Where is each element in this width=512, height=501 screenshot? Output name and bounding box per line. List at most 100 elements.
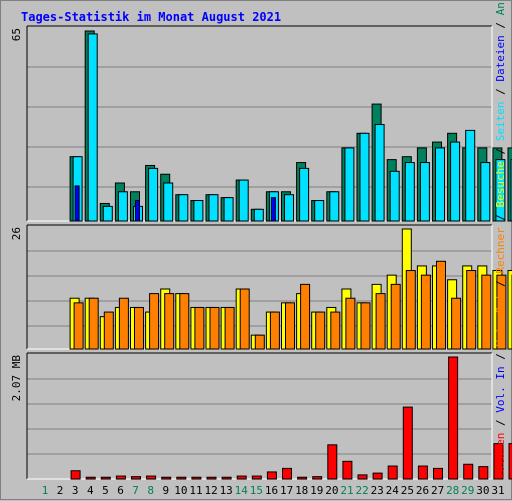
bar-rechner-5 bbox=[118, 297, 129, 350]
bar-seiten-16 bbox=[284, 194, 294, 222]
bar-seiten-10 bbox=[193, 200, 204, 222]
bar-rechner-28 bbox=[466, 270, 477, 350]
bar-seiten-9 bbox=[178, 194, 189, 222]
x-tick-label-15: 15 bbox=[250, 484, 263, 497]
x-tick-label-18: 18 bbox=[295, 484, 308, 497]
legend-separator: / bbox=[494, 347, 507, 367]
bar-rechner-12 bbox=[224, 306, 235, 350]
bar-seiten-18 bbox=[314, 200, 325, 222]
x-tick-label-25: 25 bbox=[401, 484, 414, 497]
bar-rechner-13 bbox=[239, 288, 250, 350]
bar-seiten-21 bbox=[359, 132, 370, 222]
bar-seiten-8 bbox=[163, 182, 174, 222]
bar-rechner-17 bbox=[300, 283, 311, 350]
bar-rechner-9 bbox=[179, 293, 190, 350]
x-tick-label-21: 21 bbox=[340, 484, 353, 497]
bar-volumen-27 bbox=[448, 356, 459, 480]
bar-anfragen-31 bbox=[507, 147, 512, 222]
bar-rechner-21 bbox=[360, 302, 371, 350]
legend-vol-in: Vol. In bbox=[494, 366, 507, 412]
bar-rechner-19 bbox=[330, 311, 341, 350]
bar-volumen-20 bbox=[342, 460, 353, 480]
y-max-label-hits: 65 bbox=[10, 28, 23, 41]
x-tick-label-31: 31 bbox=[491, 484, 504, 497]
legend-seiten: Seiten bbox=[494, 101, 507, 141]
bar-rechner-22 bbox=[375, 293, 386, 350]
bar-rechner-25 bbox=[420, 274, 431, 350]
bar-rechner-23 bbox=[390, 283, 401, 350]
bar-besuche-31 bbox=[507, 270, 512, 350]
bar-volumen-25 bbox=[417, 465, 428, 480]
bar-seiten-26 bbox=[435, 147, 445, 222]
x-tick-label-1: 1 bbox=[42, 484, 49, 497]
bar-seiten-25 bbox=[419, 162, 430, 222]
legend-volumen: Volumen bbox=[494, 433, 507, 479]
legend-rechner: Rechner bbox=[494, 227, 507, 274]
bar-rechner-4 bbox=[103, 311, 114, 350]
bar-volumen-14 bbox=[251, 475, 262, 480]
x-tick-label-30: 30 bbox=[476, 484, 489, 497]
bar-rechner-30 bbox=[496, 274, 507, 350]
bar-rechner-18 bbox=[315, 311, 326, 350]
bar-volumen-17 bbox=[297, 476, 308, 480]
bar-seiten-5 bbox=[117, 191, 128, 222]
x-tick-label-29: 29 bbox=[461, 484, 474, 497]
panel-bg-3 bbox=[27, 353, 492, 479]
x-tick-label-19: 19 bbox=[310, 484, 323, 497]
bar-volumen-21 bbox=[357, 474, 368, 480]
bar-volumen-28 bbox=[463, 463, 474, 480]
y-max-label-visits: 26 bbox=[10, 227, 23, 240]
bar-rechner-14 bbox=[254, 334, 265, 350]
bar-seiten-4 bbox=[102, 205, 113, 222]
legend-separator: / bbox=[494, 141, 507, 161]
x-tick-label-8: 8 bbox=[147, 484, 154, 497]
legend-dateien: Dateien bbox=[494, 35, 507, 81]
bar-rechner-2 bbox=[73, 302, 84, 350]
x-tick-label-16: 16 bbox=[265, 484, 278, 497]
bar-seiten-3 bbox=[87, 33, 98, 222]
bar-rechner-15 bbox=[269, 311, 280, 350]
bar-volumen-24 bbox=[402, 406, 413, 480]
bar-volumen-19 bbox=[327, 444, 338, 480]
x-tick-label-20: 20 bbox=[325, 484, 338, 497]
bar-volumen-4 bbox=[100, 476, 111, 480]
bar-volumen-29 bbox=[478, 466, 489, 480]
bar-rechner-16 bbox=[285, 302, 295, 350]
x-tick-label-11: 11 bbox=[189, 484, 202, 497]
bar-rechner-29 bbox=[481, 274, 492, 350]
bar-volumen-12 bbox=[221, 476, 232, 480]
bar-volumen-9 bbox=[176, 476, 187, 480]
bar-rechner-27 bbox=[451, 297, 462, 350]
bar-seiten-19 bbox=[329, 191, 340, 222]
bar-volumen-11 bbox=[206, 476, 217, 480]
bar-seiten-17 bbox=[299, 167, 310, 222]
bar-volumen-23 bbox=[387, 465, 398, 480]
bar-rechner-7 bbox=[149, 293, 160, 350]
x-tick-label-12: 12 bbox=[204, 484, 217, 497]
right-legend: Volumen / Vol. In / Vol. Out / Rechner /… bbox=[494, 1, 507, 479]
bar-volumen-3 bbox=[85, 476, 96, 480]
x-tick-label-17: 17 bbox=[280, 484, 293, 497]
legend-besuche: Besuche bbox=[494, 161, 507, 207]
x-tick-label-10: 10 bbox=[174, 484, 187, 497]
bar-rechner-6 bbox=[134, 306, 144, 350]
bar-volumen-26 bbox=[433, 467, 443, 480]
bar-seiten-24 bbox=[404, 162, 415, 222]
x-tick-label-3: 3 bbox=[72, 484, 79, 497]
bar-seiten-27 bbox=[450, 141, 461, 222]
bar-rechner-11 bbox=[209, 306, 220, 350]
bar-rechner-10 bbox=[194, 306, 205, 350]
bar-seiten-30 bbox=[495, 159, 506, 222]
x-tick-label-4: 4 bbox=[87, 484, 94, 497]
bar-seiten-23 bbox=[389, 170, 400, 222]
bar-volumen-2 bbox=[70, 470, 81, 480]
bar-rechner-26 bbox=[436, 260, 446, 350]
bar-volumen-31 bbox=[508, 443, 512, 480]
bar-volumen-15 bbox=[266, 471, 277, 480]
y-max-label-volume: 2.07 MB bbox=[10, 355, 23, 402]
bar-rechner-24 bbox=[405, 270, 416, 350]
bar-rechner-3 bbox=[88, 297, 99, 350]
bar-seiten-12 bbox=[223, 197, 234, 222]
bar-seiten-7 bbox=[148, 167, 159, 222]
